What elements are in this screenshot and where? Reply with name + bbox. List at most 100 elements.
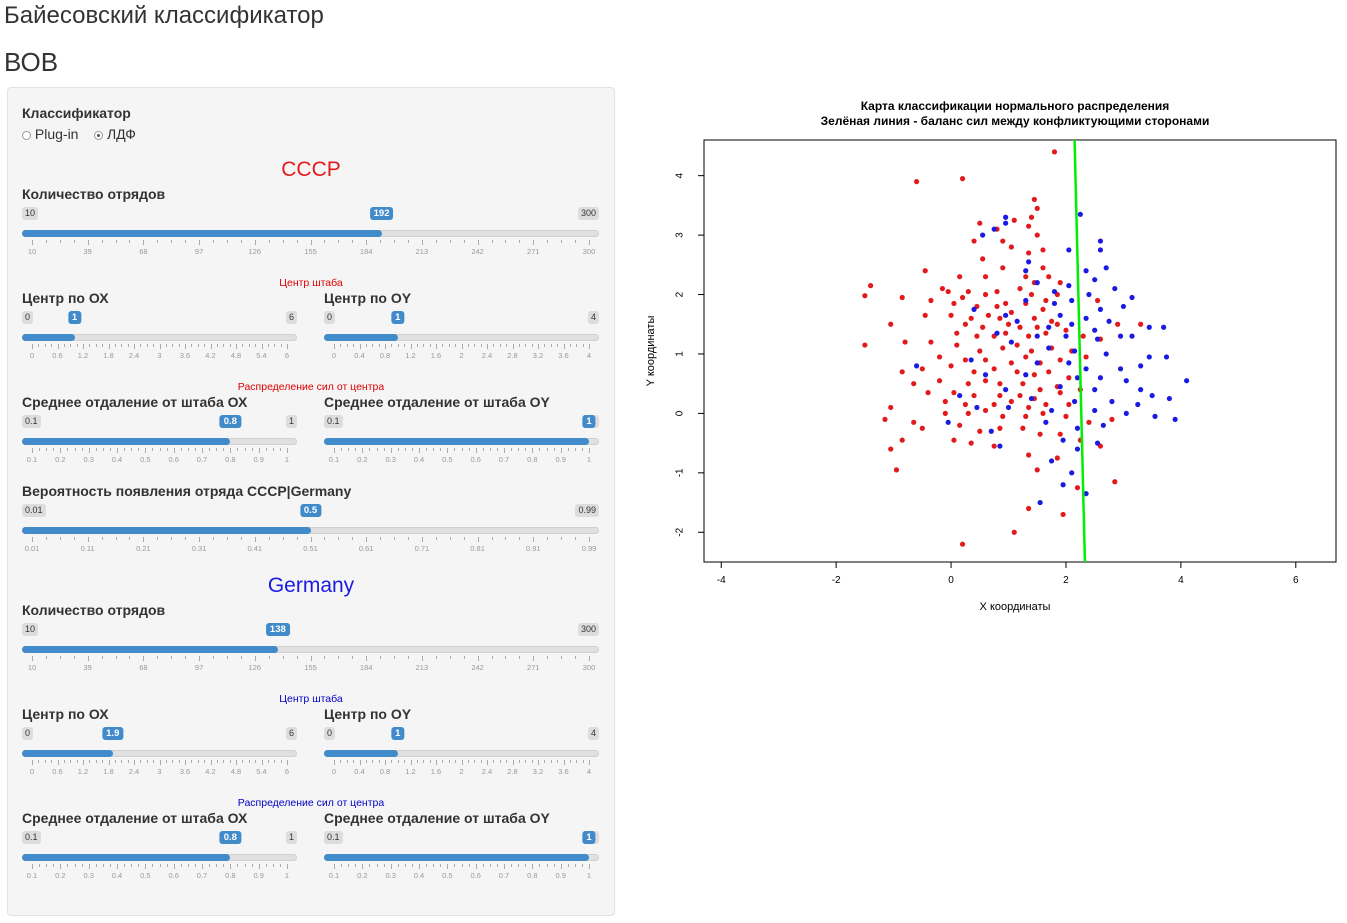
scatter-point [1034, 360, 1040, 366]
scatter-point [942, 398, 948, 405]
scatter-point [1023, 372, 1029, 378]
slider-minor-tick [121, 344, 123, 347]
slider-tick-label: 0.3 [83, 871, 94, 880]
slider-tick-label: 68 [139, 663, 148, 672]
slider-minor-tick [544, 760, 546, 763]
slider-tick [88, 448, 90, 453]
slider-tick [60, 864, 62, 869]
slider-fill [22, 230, 382, 237]
slider-minor-tick [433, 864, 435, 867]
scatter-point [1057, 384, 1063, 390]
slider-minor-tick [102, 448, 104, 451]
slider-minor-tick [248, 344, 250, 347]
scatter-point [1031, 315, 1037, 321]
slider-minor-tick [274, 344, 276, 347]
slider-minor-tick [576, 760, 578, 763]
slider-minor-tick [265, 448, 267, 451]
scatter-point [962, 321, 969, 327]
germany-spread-y-slider[interactable]: 0.1 1 1 0.1 0.2 0.3 0.4 0.5 0.6 0.7 0.8 0.9 1 [8, 831, 614, 883]
ussr-prob-slider[interactable]: 0.01 0.99 0.5 0.01 0.11 0.21 0.31 0.41 0.51 0.61 0… [8, 504, 614, 556]
scatter-point [1054, 455, 1060, 461]
slider-tick-label: 3.2 [532, 351, 544, 360]
ussr-center-y-slider[interactable]: 0 4 1 0 0.4 0.8 1.2 1.6 2 2.4 2.8 3.2 3.6 4 [8, 311, 614, 363]
scatter-point [962, 401, 969, 408]
slider-tick [143, 240, 145, 245]
slider-minor-tick [435, 537, 437, 540]
germany-count-slider[interactable]: 10 300 138 10 39 68 97 126 155 184 213 242 271 300 [8, 623, 614, 675]
slider-minor-tick [159, 864, 161, 867]
scatter-point [1043, 401, 1049, 408]
slider-tick-label: 0.6 [470, 871, 481, 880]
scatter-point [1083, 491, 1089, 497]
slider-minor-tick [185, 537, 187, 540]
ussr-count-slider[interactable]: 10 300 192 10 39 68 97 126 155 184 213 242 271 300 [8, 207, 614, 259]
scatter-point [1112, 285, 1118, 292]
slider-tick [134, 344, 135, 349]
slider-minor-tick [67, 864, 69, 867]
ussr-spread-y-slider[interactable]: 0.1 1 1 0.1 0.2 0.3 0.4 0.5 0.6 0.7 0.8 0.9 1 [8, 415, 614, 467]
slider-tick-label: 2.8 [507, 767, 518, 776]
slider-tick [421, 656, 423, 661]
scatter-point [1083, 354, 1089, 360]
chart-subtitle: Зелёная линия - баланс сил между конфлик… [821, 114, 1210, 128]
slider-minor-tick [229, 760, 231, 763]
slider-minor-tick [296, 240, 298, 243]
scatter-point [965, 410, 971, 417]
scatter-point [959, 541, 966, 547]
scatter-point [1026, 505, 1032, 512]
scatter-point [1057, 431, 1063, 437]
slider-tick [366, 537, 368, 542]
scatter-point [1149, 392, 1155, 399]
scatter-point [1037, 387, 1043, 393]
scatter-point [1071, 348, 1078, 354]
slider-tick-label: 0.9 [555, 455, 566, 464]
scatter-point [911, 381, 917, 387]
ussr-spread-x-slider[interactable]: 0.1 1 0.8 0.1 0.2 0.3 0.4 0.5 0.6 0.7 0.8 0.9 1 [8, 415, 614, 467]
scatter-point [997, 443, 1003, 449]
scatter-point [957, 392, 963, 399]
slider-minor-tick [251, 448, 253, 451]
scatter-point [991, 401, 997, 408]
slider-minor-tick [394, 537, 396, 540]
slider-minor-tick [352, 537, 354, 540]
slider-minor-tick [506, 344, 508, 347]
germany-center-x-slider[interactable]: 0 6 1.9 0 0.6 1.2 1.8 2.4 3 3.6 4.2 4.8 5.4 6 [8, 727, 614, 779]
radio-plugin[interactable]: Plug-in [22, 126, 78, 142]
scatter-point [1023, 297, 1029, 304]
scatter-point [1057, 390, 1063, 396]
slider-tick-label: 0.8 [379, 767, 391, 776]
scatter-point [1086, 419, 1092, 425]
scatter-point [911, 419, 917, 425]
slider-tick-label: 2.4 [481, 767, 493, 776]
scatter-point [1146, 324, 1152, 330]
slider-tick [563, 760, 565, 765]
slider-minor-tick [95, 864, 97, 867]
scatter-point [1003, 214, 1009, 220]
germany-center-y-slider[interactable]: 0 4 1 0 0.4 0.8 1.2 1.6 2 2.4 2.8 3.2 3.6 4 [8, 727, 614, 779]
slider-minor-tick [569, 760, 571, 763]
scatter-point [1023, 274, 1029, 280]
radio-ldf[interactable]: ЛДФ [94, 126, 136, 142]
scatter-point [997, 392, 1003, 399]
germany-center-heading: Центр штаба [279, 693, 343, 705]
slider-minor-tick [138, 448, 140, 451]
slider-tick-label: 0.8 [527, 871, 538, 880]
scatter-point [980, 256, 986, 262]
scatter-point [968, 315, 974, 321]
scatter-point [939, 285, 946, 292]
slider-minor-tick [197, 760, 199, 763]
slider-fill [22, 646, 278, 653]
slider-minor-tick [194, 864, 196, 867]
germany-spread-x-slider[interactable]: 0.1 1 0.8 0.1 0.2 0.3 0.4 0.5 0.6 0.7 0.8 0.9 1 [8, 831, 614, 883]
slider-tick-label: 242 [471, 247, 484, 256]
slider-minor-tick [463, 240, 465, 243]
ussr-center-x-slider[interactable]: 0 6 1 0 0.6 1.2 1.8 2.4 3 3.6 4.2 4.8 5.4 6 [8, 311, 614, 363]
slider-minor-tick [346, 344, 348, 347]
slider-minor-tick [146, 760, 148, 763]
slider-minor-tick [496, 448, 498, 451]
slider-minor-tick [404, 864, 406, 867]
slider-minor-tick [81, 448, 83, 451]
slider-minor-tick [115, 656, 117, 659]
scatter-point [1051, 149, 1058, 155]
slider-tick [230, 448, 232, 453]
